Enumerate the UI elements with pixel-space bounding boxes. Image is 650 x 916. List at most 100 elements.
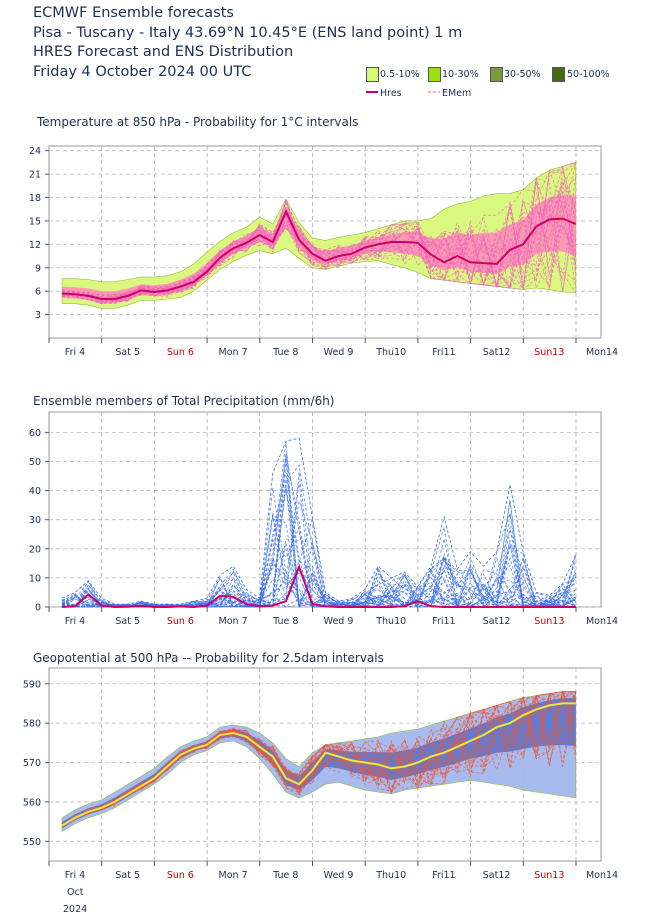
legend-label-hres: Hres bbox=[380, 88, 402, 99]
ensemble-member-line bbox=[61, 691, 577, 827]
ensemble-member-line bbox=[61, 201, 577, 303]
ensemble-member-line bbox=[61, 556, 576, 608]
ensemble-member-line bbox=[61, 177, 577, 301]
x-tick-label: Mon14 bbox=[586, 616, 618, 627]
x-tick-label: Fri 4 bbox=[65, 347, 85, 358]
ensemble-member-line bbox=[61, 691, 576, 825]
ensemble-member-line bbox=[61, 169, 577, 302]
x-tick-label: Thu10 bbox=[375, 616, 406, 627]
header-line-4: Friday 4 October 2024 00 UTC bbox=[33, 64, 252, 80]
month-label: Oct bbox=[67, 887, 84, 898]
legend-label-emem: EMem bbox=[442, 88, 472, 99]
x-tick-label: Tue 8 bbox=[272, 616, 298, 627]
x-tick-label: Thu10 bbox=[375, 347, 406, 358]
y-tick-label: 18 bbox=[29, 193, 41, 204]
x-tick-label: Tue 8 bbox=[272, 870, 298, 881]
y-tick-label: 12 bbox=[29, 240, 41, 251]
ensemble-member-line bbox=[61, 460, 577, 608]
ensemble-member-line bbox=[61, 191, 577, 302]
ensemble-member-line bbox=[61, 690, 577, 825]
ensemble-member-line bbox=[61, 162, 577, 304]
ensemble-member-line bbox=[61, 500, 577, 608]
y-tick-label: 50 bbox=[29, 457, 41, 468]
ensemble-member-line bbox=[61, 691, 577, 825]
ensemble-member-line bbox=[61, 698, 577, 826]
x-tick-label: Sat12 bbox=[483, 616, 511, 627]
ensemble-member-line bbox=[61, 538, 576, 608]
ensemble-member-line bbox=[61, 162, 577, 303]
ensemble-member-line bbox=[61, 162, 576, 303]
legend-line-keys bbox=[366, 91, 440, 93]
x-tick-label: Mon14 bbox=[586, 347, 618, 358]
ensemble-member-line bbox=[61, 691, 577, 827]
ensemble-member-line bbox=[61, 166, 577, 302]
ensemble-member-line bbox=[61, 691, 577, 828]
y-tick-label: 60 bbox=[29, 428, 41, 439]
x-tick-label: Fri 4 bbox=[65, 616, 85, 627]
y-tick-label: 0 bbox=[35, 603, 41, 614]
ensemble-member-max-line bbox=[61, 437, 577, 605]
ensemble-member-line bbox=[61, 176, 577, 301]
x-tick-label: Sat12 bbox=[483, 870, 511, 881]
ensemble-member-line bbox=[61, 500, 577, 608]
legend-label-30-50: 30-50% bbox=[504, 69, 541, 80]
plot-frame bbox=[48, 145, 602, 339]
ensemble-member-line bbox=[61, 691, 576, 827]
probability-band-outer bbox=[61, 691, 577, 833]
ensemble-member-line bbox=[61, 558, 576, 608]
ensemble-member-line bbox=[61, 692, 577, 826]
ensemble-member-line bbox=[61, 441, 576, 608]
probability-band-inner bbox=[62, 195, 576, 304]
ensemble-member-line bbox=[61, 539, 577, 608]
ensemble-member-line bbox=[61, 189, 577, 302]
x-tick-label: Sun13 bbox=[534, 870, 564, 881]
ensemble-member-line bbox=[61, 464, 576, 608]
hres-line bbox=[61, 563, 576, 609]
ensemble-member-line bbox=[61, 489, 577, 608]
hres-line bbox=[61, 209, 577, 300]
y-tick-label: 560 bbox=[23, 797, 41, 808]
x-tick-label: Tue 8 bbox=[272, 347, 298, 358]
x-tick-label: Mon14 bbox=[586, 870, 618, 881]
ensemble-member-line bbox=[61, 712, 576, 827]
ensemble-member-line bbox=[61, 472, 576, 608]
x-tick-label: Sat 5 bbox=[115, 616, 140, 627]
legend-label-50-100: 50-100% bbox=[567, 69, 610, 80]
x-tick-label: Sat 5 bbox=[115, 870, 140, 881]
legend-swatch-30-50 bbox=[490, 67, 503, 82]
ensemble-member-line bbox=[61, 693, 577, 827]
ensemble-member-line bbox=[61, 691, 576, 826]
y-tick-label: 30 bbox=[29, 515, 41, 526]
panel-2: 550 560 570 580 590 Fri 4 Sat 5 Sun 6 Mon 7 Tue 8… bbox=[23, 667, 618, 881]
legend-swatch-50-100 bbox=[552, 67, 565, 82]
legend-swatch-10-30 bbox=[428, 67, 441, 82]
ensemble-member-line bbox=[61, 191, 577, 302]
ensemble-member-line bbox=[61, 201, 577, 297]
ensemble-member-line bbox=[61, 691, 577, 827]
ensemble-member-line bbox=[61, 691, 576, 827]
ensemble-member-line bbox=[62, 454, 577, 608]
ensemble-member-line bbox=[61, 691, 577, 826]
ensemble-member-line bbox=[61, 487, 576, 608]
plot-frame bbox=[48, 411, 602, 608]
ensemble-member-line bbox=[61, 538, 577, 608]
temperature-panel-title: Temperature at 850 hPa - Probability for… bbox=[37, 115, 359, 129]
x-tick-label: Sun 6 bbox=[167, 870, 194, 881]
x-tick-label: Thu10 bbox=[375, 870, 406, 881]
x-tick-label: Mon 7 bbox=[219, 870, 248, 881]
ensemble-member-line bbox=[61, 526, 576, 608]
ensemble-member-line bbox=[61, 479, 577, 608]
x-tick-label: Fri11 bbox=[432, 616, 455, 627]
ensemble-member-line bbox=[61, 691, 577, 825]
ensemble-member-line bbox=[61, 186, 577, 304]
year-label: 2024 bbox=[63, 904, 88, 915]
y-tick-label: 6 bbox=[35, 287, 41, 298]
legend-label-0-10: 0.5-10% bbox=[380, 69, 420, 80]
legend-swatch-0-10 bbox=[366, 67, 379, 82]
ensemble-member-line bbox=[61, 691, 576, 827]
x-tick-label: Mon 7 bbox=[219, 616, 248, 627]
ensemble-member-line bbox=[61, 557, 577, 608]
ensemble-member-line bbox=[61, 454, 576, 608]
ensemble-member-line bbox=[61, 691, 577, 828]
header-line-3: HRES Forecast and ENS Distribution bbox=[33, 44, 294, 60]
